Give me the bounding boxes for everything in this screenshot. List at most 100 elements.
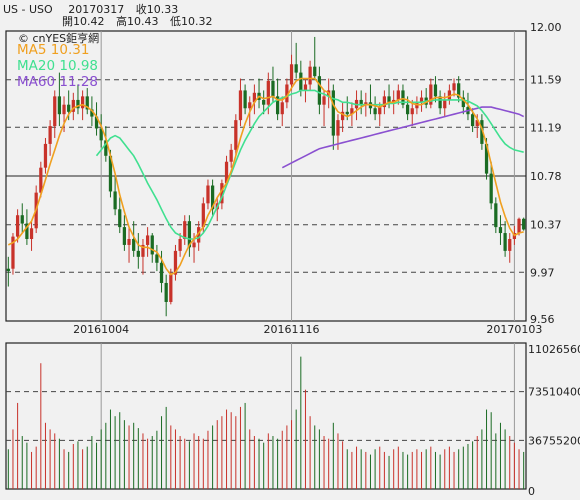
ma5-line — [7, 77, 524, 276]
candle-body-7 — [39, 167, 43, 193]
candle-body-13 — [67, 104, 71, 112]
candle-body-19 — [94, 116, 99, 129]
high-label: 高 — [116, 15, 127, 28]
candle-body-107 — [503, 233, 507, 251]
candle-body-81 — [382, 96, 387, 108]
candle-body-94 — [443, 99, 447, 109]
candle-body-77 — [364, 102, 368, 105]
open-label: 開 — [62, 15, 73, 28]
candle-body-76 — [359, 99, 363, 105]
low-value: 10.32 — [181, 15, 213, 28]
candle-body-48 — [229, 149, 233, 162]
candle-body-53 — [252, 92, 257, 103]
candle-body-74 — [350, 108, 354, 115]
price-tick-label-5: 9.97 — [530, 266, 555, 279]
candle-body-102 — [480, 120, 484, 144]
candle-body-46 — [220, 183, 224, 204]
candle-body-42 — [201, 203, 205, 228]
candle-body-40 — [192, 242, 196, 248]
candle-body-104 — [489, 173, 493, 204]
candle-body-3 — [20, 215, 24, 224]
ma60-line — [281, 106, 525, 169]
candle-body-27 — [132, 238, 136, 251]
date-tick-label-2: 20170103 — [486, 323, 542, 336]
candle-body-41 — [197, 227, 201, 243]
candle-body-98 — [461, 97, 465, 108]
candle-body-18 — [90, 109, 94, 117]
candle-body-32 — [155, 254, 159, 263]
candle-body-62 — [294, 64, 298, 73]
candle-body-36 — [173, 250, 178, 275]
price-tick-label-3: 10.78 — [530, 170, 562, 183]
quote-header-row2: 開10.42 高10.43 低10.32 — [62, 13, 213, 29]
candle-body-71 — [336, 120, 340, 136]
price-tick-label-0: 12.00 — [530, 21, 562, 34]
candle-body-63 — [299, 72, 303, 91]
candle-body-84 — [396, 90, 400, 100]
candle-body-59 — [280, 102, 284, 115]
candle-body-72 — [340, 111, 345, 121]
candle-body-73 — [345, 111, 349, 115]
candle-body-106 — [498, 227, 503, 234]
candle-body-22 — [108, 155, 113, 192]
candle-body-2 — [15, 215, 20, 237]
candle-body-14 — [71, 99, 75, 112]
candle-body-55 — [262, 99, 266, 105]
quote-header-row1: US - USO 20170317 收10.33 — [3, 1, 178, 17]
candle-body-24 — [118, 209, 122, 228]
candle-body-85 — [401, 90, 405, 105]
source-label: © cnYES鉅亨網 — [18, 32, 100, 45]
candle-body-61 — [289, 64, 294, 85]
candle-body-96 — [452, 83, 456, 91]
price-tick-label-1: 11.59 — [530, 74, 562, 87]
candle-body-33 — [159, 262, 164, 283]
candle-body-110 — [517, 218, 521, 234]
candle-body-38 — [183, 221, 187, 239]
price-tick-label-2: 11.19 — [530, 121, 562, 134]
volume-tick-label-2: 36755200 — [528, 434, 580, 447]
volume-tick-label-1: 73510400 — [528, 386, 580, 399]
candle-body-65 — [308, 66, 312, 85]
candle-body-105 — [494, 203, 498, 228]
candle-body-68 — [322, 96, 326, 105]
candle-body-58 — [275, 96, 280, 115]
volume-panel-frame — [5, 342, 527, 490]
candle-body-4 — [25, 223, 29, 239]
candle-body-80 — [378, 107, 382, 115]
candle-body-95 — [447, 90, 452, 100]
candle-body-21 — [104, 140, 108, 156]
candle-body-9 — [48, 126, 52, 144]
symbol: US - USO — [3, 3, 53, 16]
candle-body-8 — [43, 143, 48, 168]
volume-tick-label-0: 110265600 — [528, 343, 580, 356]
open-value: 10.42 — [73, 15, 105, 28]
candle-body-0 — [6, 268, 10, 272]
candle-body-56 — [266, 80, 270, 105]
candle-body-92 — [433, 84, 438, 97]
candle-body-49 — [234, 120, 238, 150]
candle-body-34 — [164, 282, 168, 302]
candle-body-25 — [122, 227, 127, 245]
candle-body-15 — [76, 99, 80, 109]
low-label: 低 — [170, 15, 181, 28]
candle-body-30 — [145, 235, 150, 245]
volume-tick-label-3: 0 — [528, 485, 535, 498]
candle-body-23 — [113, 191, 117, 210]
date-tick-label-0: 20161004 — [73, 323, 129, 336]
candle-body-66 — [313, 66, 317, 77]
candle-body-51 — [243, 90, 247, 109]
candle-body-101 — [475, 120, 479, 127]
quote-date: 20170317 — [68, 3, 125, 16]
candle-body-93 — [438, 96, 442, 109]
candle-body-26 — [127, 238, 131, 245]
candle-body-43 — [206, 185, 210, 204]
candle-body-11 — [57, 96, 62, 115]
price-tick-label-6: 9.56 — [530, 313, 555, 326]
candle-body-5 — [29, 228, 34, 239]
candle-body-82 — [387, 96, 391, 103]
candle-body-86 — [405, 104, 410, 115]
close-label: 收 — [135, 3, 147, 16]
candle-body-47 — [224, 161, 229, 184]
candle-body-108 — [508, 238, 512, 251]
